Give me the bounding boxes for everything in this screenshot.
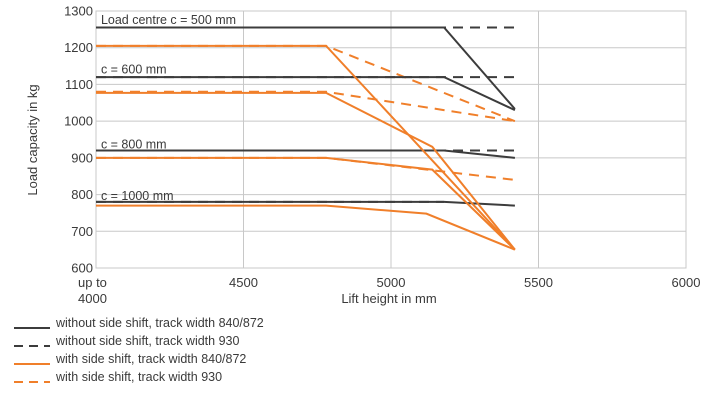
series-line-with-840 (96, 204, 516, 251)
legend-label: with side shift, track width 840/872 (55, 352, 246, 366)
series-line-with-840 (96, 91, 516, 251)
x-tick-label: 4000 (78, 291, 107, 306)
series-lines (96, 26, 516, 251)
y-axis-label: Load capacity in kg (25, 84, 40, 195)
series-line-with-930 (96, 44, 516, 123)
y-tick-label: 1000 (64, 114, 93, 129)
series-line-with-840 (96, 156, 516, 251)
series-line-with-930 (96, 156, 516, 181)
y-tick-label: 1200 (64, 40, 93, 55)
x-tick-label: 6000 (672, 275, 701, 290)
series-line-without-840 (96, 149, 516, 159)
legend: without side shift, track width 840/872 w… (14, 316, 264, 384)
curve-annotation: Load centre c = 500 mm (101, 13, 236, 27)
series-line-without-840 (96, 76, 516, 112)
x-tick-label: 5000 (377, 275, 406, 290)
series-line-without-840 (96, 200, 515, 207)
x-tick-label: up to (78, 275, 107, 290)
grid (95, 10, 687, 269)
curve-annotation: c = 800 mm (101, 138, 167, 152)
x-axis-label: Lift height in mm (341, 291, 436, 306)
legend-label: without side shift, track width 930 (55, 334, 239, 348)
curve-annotation: c = 1000 mm (101, 189, 174, 203)
curve-annotations: Load centre c = 500 mm c = 600 mm c = 800 … (101, 13, 236, 203)
series-line-without-840 (96, 26, 516, 110)
series-line-with-930 (96, 90, 516, 123)
y-tick-label: 1300 (64, 4, 93, 19)
y-tick-label: 800 (71, 187, 93, 202)
y-tick-label: 600 (71, 261, 93, 276)
curve-annotation: c = 600 mm (101, 62, 167, 76)
x-tick-label: 4500 (229, 275, 258, 290)
series-line-with-840 (96, 44, 516, 251)
legend-label: without side shift, track width 840/872 (55, 316, 264, 330)
legend-label: with side shift, track width 930 (55, 370, 222, 384)
y-tick-label: 700 (71, 224, 93, 239)
x-tick-label: 5500 (524, 275, 553, 290)
y-tick-label: 1100 (65, 77, 93, 92)
y-tick-label: 900 (71, 150, 93, 165)
plot-frame (95, 10, 687, 269)
